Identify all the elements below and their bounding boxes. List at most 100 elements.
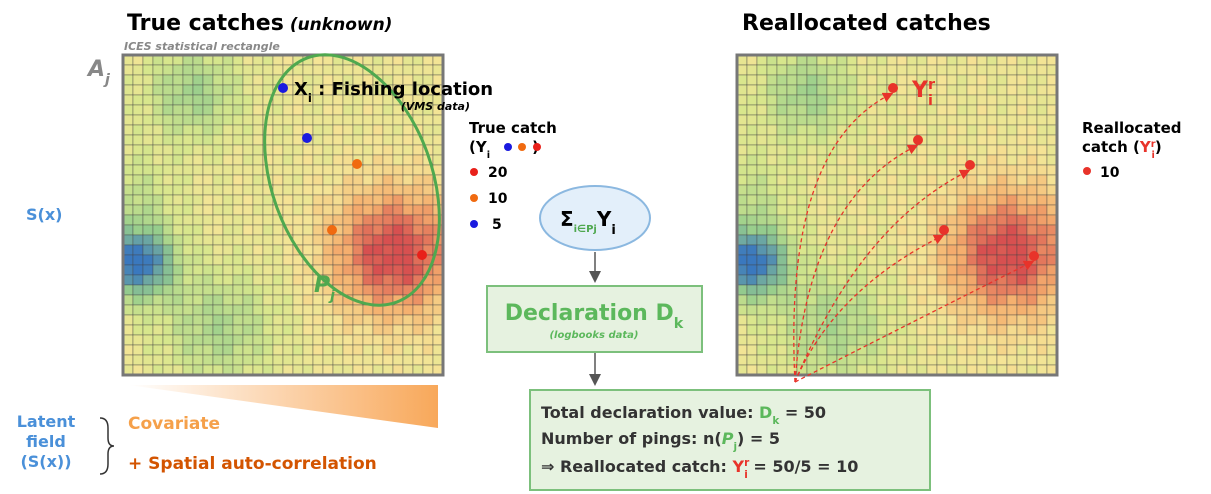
cell	[866, 204, 878, 216]
cell	[292, 224, 304, 236]
cell	[382, 184, 394, 196]
point	[327, 225, 337, 235]
cell	[172, 124, 184, 136]
cell	[856, 294, 868, 306]
cell	[786, 214, 798, 226]
cell	[806, 234, 818, 246]
cell	[282, 134, 294, 146]
cell	[876, 314, 888, 326]
cell	[222, 94, 234, 106]
cell	[342, 314, 354, 326]
cell	[976, 294, 988, 306]
cell	[1026, 194, 1038, 206]
cell	[836, 244, 848, 256]
cell	[172, 114, 184, 126]
cell	[372, 244, 384, 256]
sym: Y	[731, 457, 744, 476]
cell	[766, 104, 778, 116]
cell	[132, 144, 144, 156]
cell	[292, 274, 304, 286]
cell	[866, 304, 878, 316]
cell	[976, 254, 988, 266]
cell	[232, 104, 244, 116]
cell	[382, 224, 394, 236]
cell	[382, 214, 394, 226]
cell	[846, 174, 858, 186]
cell	[986, 354, 998, 366]
cell	[322, 144, 334, 156]
cell	[192, 154, 204, 166]
decl: Declaration D	[505, 301, 674, 326]
cell	[1016, 134, 1028, 146]
cell	[192, 314, 204, 326]
cell	[916, 324, 928, 336]
cell	[836, 254, 848, 266]
cell	[152, 134, 164, 146]
cell	[342, 124, 354, 136]
cell	[836, 194, 848, 206]
cell	[142, 334, 154, 346]
cell	[756, 234, 768, 246]
cell	[282, 344, 294, 356]
cell	[896, 134, 908, 146]
cell	[916, 124, 928, 136]
cell	[916, 274, 928, 286]
cell	[946, 164, 958, 176]
cell	[836, 174, 848, 186]
cell	[272, 134, 284, 146]
t: ⇒ Reallocated catch:	[541, 457, 732, 476]
cell	[886, 334, 898, 346]
cell	[182, 324, 194, 336]
cell	[946, 64, 958, 76]
cell	[252, 254, 264, 266]
cell	[152, 234, 164, 246]
cell	[232, 224, 244, 236]
y: Y	[911, 78, 929, 103]
cell	[956, 214, 968, 226]
cell	[282, 124, 294, 136]
cell	[262, 244, 274, 256]
cell	[162, 334, 174, 346]
cell	[282, 324, 294, 336]
cell	[866, 354, 878, 366]
cell	[926, 224, 938, 236]
cell	[192, 354, 204, 366]
cell	[766, 124, 778, 136]
cell	[786, 144, 798, 156]
cell	[212, 64, 224, 76]
cell	[132, 344, 144, 356]
cell	[836, 324, 848, 336]
cell	[282, 154, 294, 166]
cell	[976, 114, 988, 126]
cell	[906, 264, 918, 276]
realloc-arrow	[794, 234, 945, 383]
cell	[132, 354, 144, 366]
cell	[776, 314, 788, 326]
cell	[192, 244, 204, 256]
cell	[222, 154, 234, 166]
cell	[302, 344, 314, 356]
cell	[212, 254, 224, 266]
area-label: Aj	[86, 57, 111, 88]
cell	[826, 234, 838, 246]
cell	[1036, 124, 1048, 136]
cell	[946, 94, 958, 106]
cell	[352, 224, 364, 236]
x: X	[294, 79, 308, 100]
cell	[392, 114, 404, 126]
cell	[846, 324, 858, 336]
cell	[142, 324, 154, 336]
cell	[332, 64, 344, 76]
cell	[372, 234, 384, 246]
cell	[846, 194, 858, 206]
cell	[422, 324, 434, 336]
cell	[312, 324, 324, 336]
cell	[856, 314, 868, 326]
cell	[322, 314, 334, 326]
cell	[896, 164, 908, 176]
cell	[886, 94, 898, 106]
cell	[182, 144, 194, 156]
cell	[152, 224, 164, 236]
cell	[976, 234, 988, 246]
cell	[182, 64, 194, 76]
